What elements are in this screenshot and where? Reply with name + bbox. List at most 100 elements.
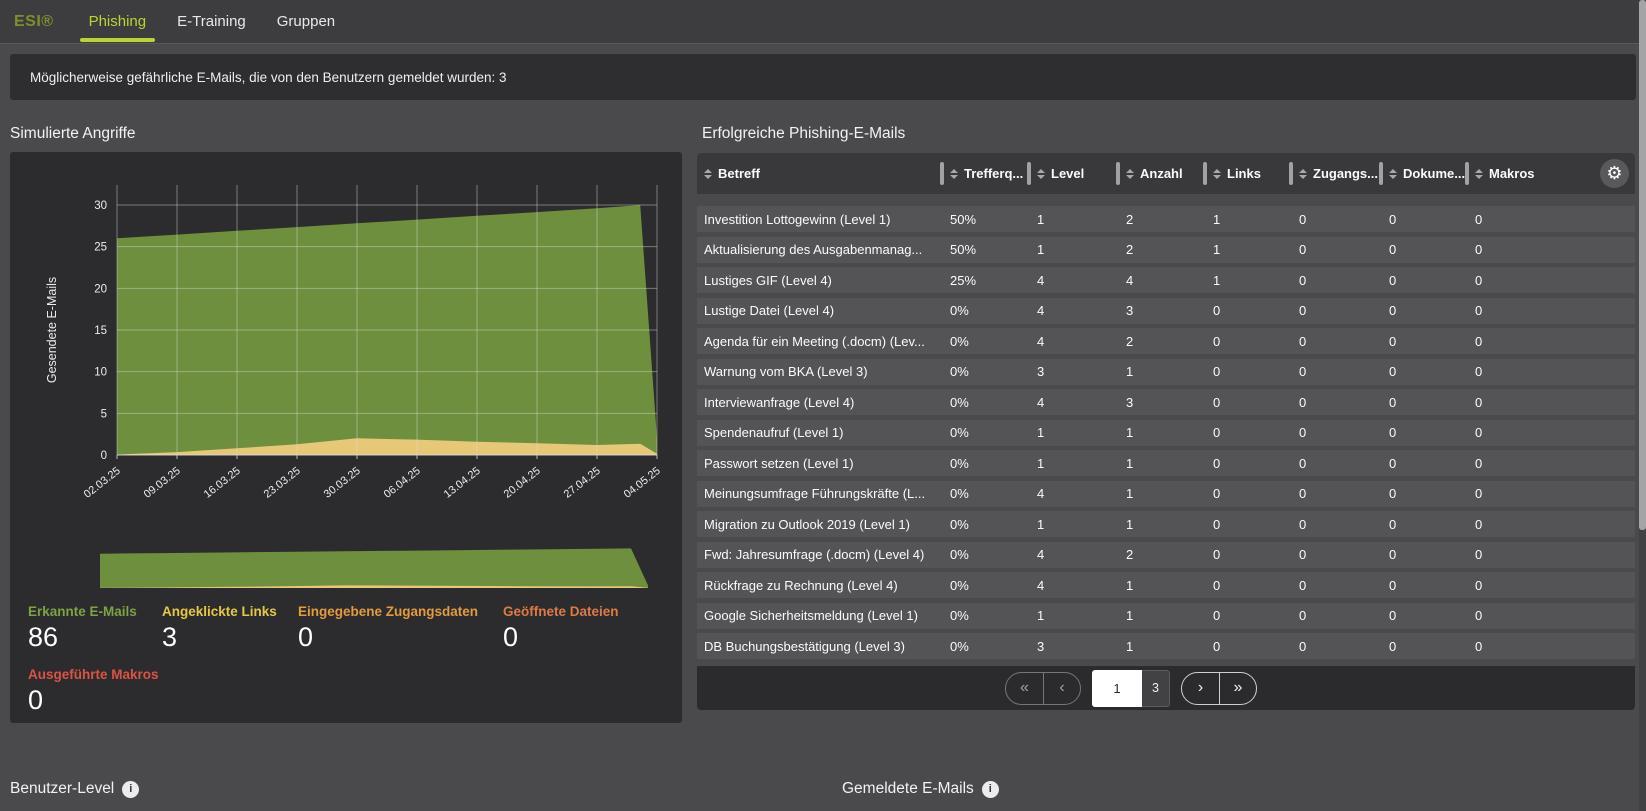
cell-betreff: Interviewanfrage (Level 4) (697, 395, 942, 410)
cell-value: 4 (1029, 486, 1118, 501)
svg-text:20: 20 (94, 283, 107, 295)
cell-betreff: DB Buchungsbestätigung (Level 3) (697, 639, 942, 654)
scrollbar-track[interactable] (1639, 0, 1646, 811)
scrollbar-thumb[interactable] (1639, 0, 1646, 530)
table-row[interactable]: DB Buchungsbestätigung (Level 3)0%310000 (697, 633, 1635, 659)
cell-value: 0 (1381, 364, 1467, 379)
cell-value: 0 (1291, 395, 1381, 410)
cell-value: 4 (1029, 303, 1118, 318)
table-row[interactable]: Aktualisierung des Ausgabenmanag...50%12… (697, 237, 1635, 263)
column-header-links[interactable]: Links (1205, 153, 1291, 194)
table-footer: « ‹ 1 3 › » (697, 666, 1635, 710)
svg-text:09.03.25: 09.03.25 (142, 465, 183, 501)
column-resize-handle[interactable] (1203, 162, 1207, 185)
column-header-anzahl[interactable]: Anzahl (1118, 153, 1205, 194)
column-resize-handle[interactable] (1027, 162, 1031, 185)
tab-e-training[interactable]: E-Training (166, 0, 257, 44)
sort-icon[interactable] (1389, 169, 1397, 179)
chart-brush-overview[interactable] (100, 545, 648, 590)
column-header-dokume[interactable]: Dokume... (1381, 153, 1467, 194)
table-row[interactable]: Passwort setzen (Level 1)0%110000 (697, 450, 1635, 476)
column-resize-handle[interactable] (1289, 162, 1293, 185)
cell-value: 0 (1381, 303, 1467, 318)
sort-icon[interactable] (950, 169, 958, 179)
column-header-zugangs[interactable]: Zugangs... (1291, 153, 1381, 194)
svg-text:30.03.25: 30.03.25 (322, 465, 363, 501)
pagination-forward-group: › » (1181, 672, 1257, 705)
cell-value: 0 (1381, 334, 1467, 349)
reported-emails-banner[interactable]: Möglicherweise gefährliche E-Mails, die … (10, 54, 1636, 100)
sort-icon[interactable] (1213, 169, 1221, 179)
cell-value: 0 (1381, 242, 1467, 257)
cell-value: 0 (1381, 273, 1467, 288)
table-row[interactable]: Rückfrage zu Rechnung (Level 4)0%410000 (697, 572, 1635, 598)
tab-phishing-label: Phishing (89, 13, 147, 30)
sort-icon[interactable] (1126, 169, 1134, 179)
table-row[interactable]: Lustiges GIF (Level 4)25%441000 (697, 267, 1635, 293)
svg-text:15: 15 (94, 325, 107, 337)
app-logo[interactable]: ESI® (14, 13, 54, 31)
cell-value: 0 (1381, 425, 1467, 440)
table-row[interactable]: Interviewanfrage (Level 4)0%430000 (697, 389, 1635, 415)
sort-icon[interactable] (704, 169, 712, 179)
info-icon[interactable]: i (982, 781, 999, 798)
cell-value: 1 (1029, 212, 1118, 227)
stat-5: Ausgeführte Makros0 (28, 667, 159, 716)
table-row[interactable]: Agenda für ein Meeting (.docm) (Lev...0%… (697, 328, 1635, 354)
tab-phishing[interactable]: Phishing (78, 0, 158, 44)
first-page-button[interactable]: « (1006, 673, 1043, 704)
next-page-button[interactable]: › (1182, 673, 1219, 704)
tab-gruppen[interactable]: Gruppen (266, 0, 346, 44)
table-row[interactable]: Migration zu Outlook 2019 (Level 1)0%110… (697, 511, 1635, 537)
cell-value: 0 (1381, 547, 1467, 562)
sort-icon[interactable] (1475, 169, 1483, 179)
table-row[interactable]: Spendenaufruf (Level 1)0%110000 (697, 420, 1635, 446)
column-resize-handle[interactable] (940, 162, 944, 185)
svg-text:Gesendete E-Mails: Gesendete E-Mails (45, 277, 59, 383)
table-row[interactable]: Warnung vom BKA (Level 3)0%310000 (697, 359, 1635, 385)
sort-icon[interactable] (1299, 169, 1307, 179)
stat-2: Angeklickte Links3 (162, 604, 277, 653)
stat-value: 0 (503, 622, 619, 653)
column-resize-handle[interactable] (1116, 162, 1120, 185)
tab-gruppen-label: Gruppen (277, 13, 335, 30)
column-label: Level (1051, 166, 1084, 181)
cell-value: 0 (1381, 486, 1467, 501)
svg-text:27.04.25: 27.04.25 (562, 465, 603, 501)
table-row[interactable]: Meinungsumfrage Führungskräfte (L...0%41… (697, 481, 1635, 507)
cell-value: 0 (1205, 395, 1291, 410)
cell-value: 3 (1029, 639, 1118, 654)
stat-value: 3 (162, 622, 277, 653)
column-resize-handle[interactable] (1465, 162, 1469, 185)
cell-betreff: Passwort setzen (Level 1) (697, 456, 942, 471)
table-row[interactable]: Fwd: Jahresumfrage (.docm) (Level 4)0%42… (697, 542, 1635, 568)
svg-text:04.05.25: 04.05.25 (622, 465, 663, 501)
cell-value: 0 (1467, 273, 1635, 288)
cell-betreff: Spendenaufruf (Level 1) (697, 425, 942, 440)
cell-value: 1 (1205, 273, 1291, 288)
column-label: Dokume... (1403, 166, 1465, 181)
benutzer-level-section: Benutzer-Level i (10, 780, 139, 798)
info-icon[interactable]: i (122, 781, 139, 798)
page-3-button[interactable]: 3 (1142, 670, 1170, 707)
pagination: « ‹ 1 3 › » (1005, 670, 1257, 707)
prev-page-button[interactable]: ‹ (1043, 673, 1080, 704)
cell-value: 0 (1381, 517, 1467, 532)
column-header-betreff[interactable]: Betreff (697, 153, 942, 194)
cell-value: 50% (942, 212, 1029, 227)
cell-value: 0 (1291, 334, 1381, 349)
last-page-button[interactable]: » (1219, 673, 1256, 704)
column-header-level[interactable]: Level (1029, 153, 1118, 194)
cell-value: 0 (1291, 486, 1381, 501)
current-page-indicator[interactable]: 1 (1092, 670, 1142, 707)
cell-value: 0 (1205, 334, 1291, 349)
cell-value: 0 (1467, 364, 1635, 379)
column-header-trefferq[interactable]: Trefferq... (942, 153, 1029, 194)
column-resize-handle[interactable] (1379, 162, 1383, 185)
sort-icon[interactable] (1037, 169, 1045, 179)
table-settings-gear-icon[interactable]: ⚙ (1600, 159, 1629, 188)
table-row[interactable]: Investition Lottogewinn (Level 1)50%1210… (697, 206, 1635, 232)
table-row[interactable]: Lustige Datei (Level 4)0%430000 (697, 298, 1635, 324)
cell-value: 0 (1291, 608, 1381, 623)
table-row[interactable]: Google Sicherheitsmeldung (Level 1)0%110… (697, 603, 1635, 629)
